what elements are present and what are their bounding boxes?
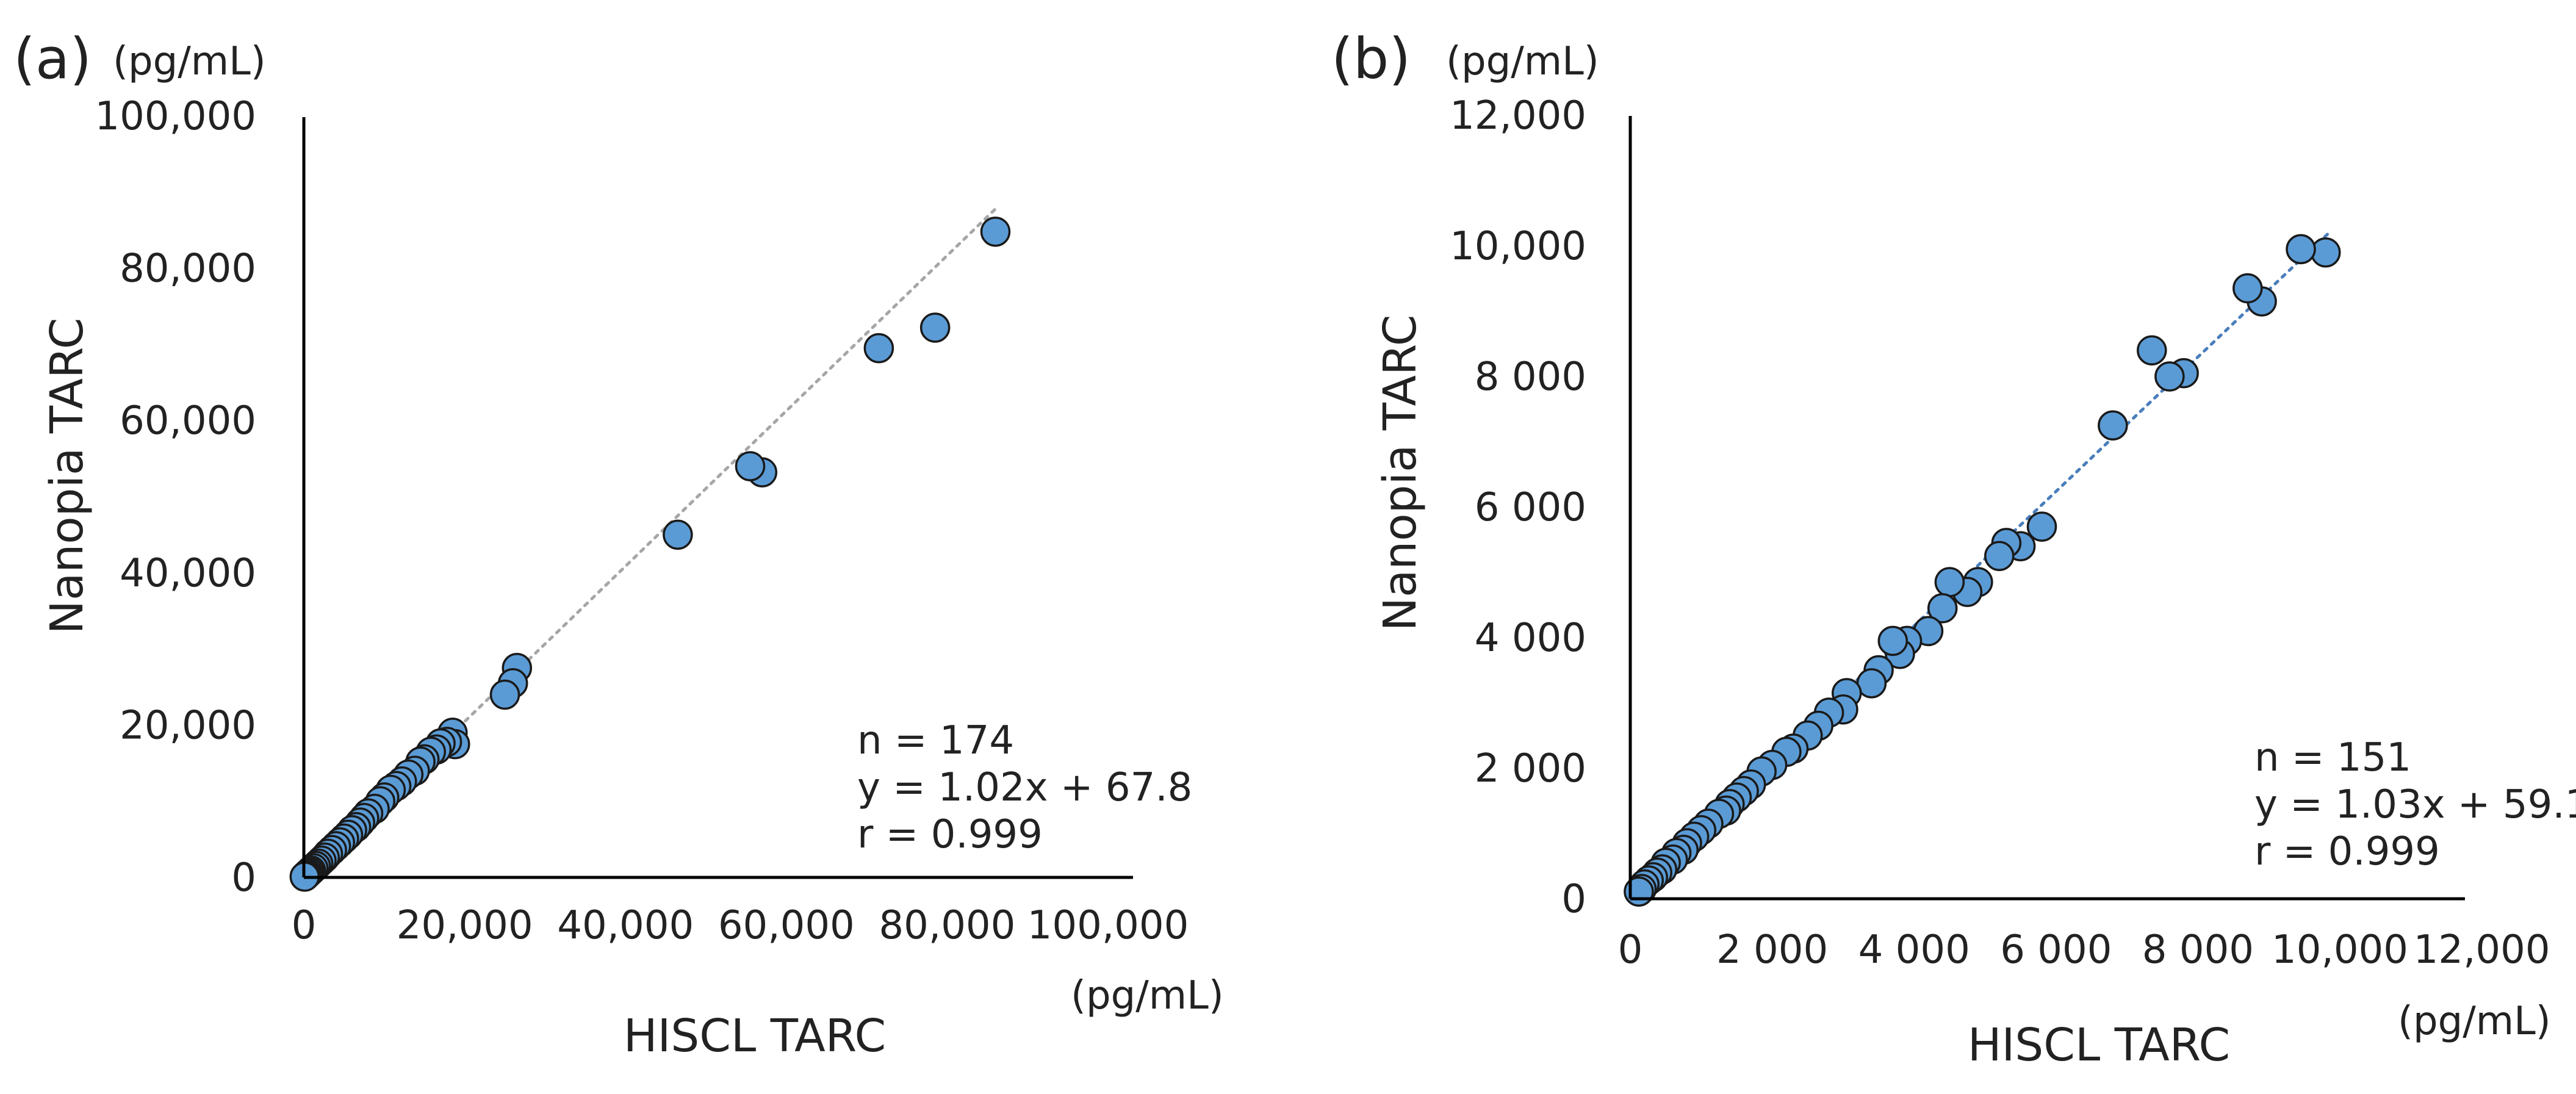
panel-b-x-tick-label: 0: [1618, 927, 1643, 973]
panel-a-x-tick-label: 40,000: [557, 903, 694, 948]
panel-a-x-unit: (pg/mL): [1071, 973, 1224, 1018]
panel-b-x-tick-label: 8 000: [2142, 927, 2254, 973]
panel-a-y-tick-label: 20,000: [120, 703, 256, 748]
panel-b-data-point: [1927, 593, 1958, 624]
panel-b-label: (b): [1331, 26, 1411, 92]
panel-a-y-tick-label: 100,000: [95, 94, 256, 139]
panel-a-data-point: [489, 679, 520, 710]
panel-b-x-unit: (pg/mL): [2398, 999, 2551, 1044]
panel-a-y-tick-label: 60,000: [120, 398, 256, 444]
panel-b-y-axis-title: Nanopia TARC: [1374, 315, 1427, 632]
panel-b-data-point: [2098, 410, 2128, 441]
panel-a-y-tick-label: 80,000: [120, 247, 256, 292]
panel-b-stat-n: n = 151: [2254, 735, 2411, 780]
panel-a-y-unit: (pg/mL): [113, 39, 266, 84]
panel-a-x-tick-label: 20,000: [397, 903, 533, 948]
panel-a-data-point: [919, 312, 951, 343]
panel-a-x-axis-title: HISCL TARC: [624, 1010, 886, 1062]
panel-b-data-point: [2310, 237, 2341, 268]
panel-b-data-point: [2232, 273, 2263, 304]
panel-a-x-tick-label: 80,000: [879, 903, 1015, 948]
panel-b-y-tick-label: 6 000: [1475, 485, 1586, 530]
panel-a-label: (a): [13, 26, 92, 92]
panel-b-data-point: [1984, 541, 2015, 571]
panel-a-stat-n: n = 174: [857, 718, 1014, 763]
panel-a-stat-r: r = 0.999: [857, 812, 1043, 857]
panel-b-chart: (b) (pg/mL) (pg/mL) HISCL TARC Nanopia T…: [1331, 26, 2576, 1071]
panel-a-stat-equation: y = 1.02x + 67.8: [857, 765, 1192, 810]
panel-b-x-tick-label: 12,000: [2414, 927, 2550, 973]
panel-b-stat-equation: y = 1.03x + 59.1: [2254, 782, 2576, 827]
panel-b-y-tick-label: 8 000: [1475, 354, 1586, 400]
panel-b-y-tick-label: 0: [1561, 877, 1586, 922]
panel-a-data-point: [735, 451, 766, 481]
panel-a-data-point: [663, 519, 693, 550]
panel-b-y-tick-label: 2 000: [1475, 746, 1586, 791]
panel-a-y-axis-title: Nanopia TARC: [41, 318, 93, 635]
panel-b-data-point: [2154, 361, 2185, 392]
panel-b-data-point: [2286, 234, 2316, 265]
panel-b-x-tick-label: 10,000: [2272, 927, 2408, 973]
panel-b-stat-r: r = 0.999: [2254, 829, 2440, 874]
panel-a-y-tick-label: 40,000: [120, 551, 256, 596]
panel-b-y-tick-label: 10,000: [1450, 224, 1586, 269]
panel-b-data-point: [2137, 335, 2167, 365]
panel-a-x-tick-label: 100,000: [1027, 903, 1189, 948]
panel-b-y-unit: (pg/mL): [1446, 39, 1599, 84]
panel-a-y-tick-label: 0: [231, 855, 256, 901]
panel-a-chart: (a) (pg/mL) (pg/mL) HISCL TARC Nanopia T…: [13, 26, 1224, 1062]
panel-a-data-point: [980, 216, 1011, 247]
panel-b-data-point: [2026, 511, 2057, 542]
panel-a-x-tick-label: 0: [292, 903, 317, 948]
panel-b-x-axis-title: HISCL TARC: [1968, 1019, 2230, 1071]
panel-b-x-tick-label: 6 000: [2000, 927, 2112, 973]
panel-b-y-tick-label: 4 000: [1475, 616, 1586, 661]
panel-b-x-tick-label: 4 000: [1858, 927, 1970, 973]
panel-a-x-tick-label: 60,000: [718, 903, 855, 948]
panel-b-data-point: [1934, 567, 1965, 597]
panel-b-data-point: [1877, 625, 1909, 657]
panel-a-data-point: [863, 333, 894, 364]
panel-b-x-tick-label: 2 000: [1716, 927, 1828, 973]
panel-b-y-tick-label: 12,000: [1450, 93, 1586, 139]
